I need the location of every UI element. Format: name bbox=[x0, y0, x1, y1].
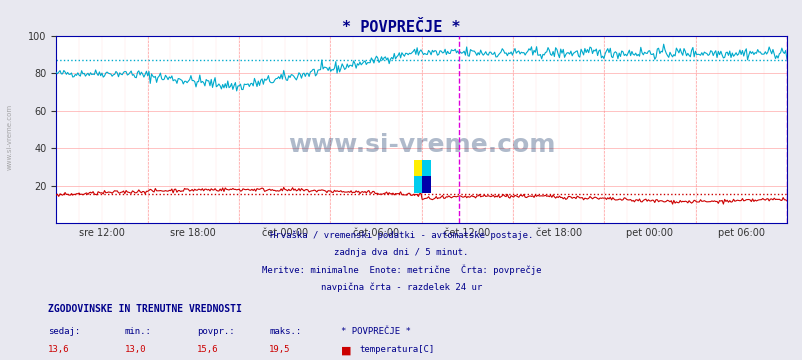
Text: sedaj:: sedaj: bbox=[48, 327, 80, 336]
Text: zadnja dva dni / 5 minut.: zadnja dva dni / 5 minut. bbox=[334, 248, 468, 257]
Bar bbox=[413, 160, 422, 176]
Text: ZGODOVINSKE IN TRENUTNE VREDNOSTI: ZGODOVINSKE IN TRENUTNE VREDNOSTI bbox=[48, 304, 241, 314]
Text: povpr.:: povpr.: bbox=[196, 327, 234, 336]
Bar bbox=[413, 176, 422, 193]
Text: navpična črta - razdelek 24 ur: navpična črta - razdelek 24 ur bbox=[321, 282, 481, 292]
Text: 19,5: 19,5 bbox=[269, 345, 290, 354]
Text: maks.:: maks.: bbox=[269, 327, 301, 336]
Text: 13,6: 13,6 bbox=[48, 345, 70, 354]
Text: 15,6: 15,6 bbox=[196, 345, 218, 354]
Text: Meritve: minimalne  Enote: metrične  Črta: povprečje: Meritve: minimalne Enote: metrične Črta:… bbox=[261, 265, 541, 275]
Text: min.:: min.: bbox=[124, 327, 151, 336]
Bar bbox=[422, 176, 431, 193]
Text: 13,0: 13,0 bbox=[124, 345, 146, 354]
Text: ■: ■ bbox=[341, 345, 351, 355]
Text: www.si-vreme.com: www.si-vreme.com bbox=[6, 104, 13, 170]
Text: * POVPREČJE *: * POVPREČJE * bbox=[342, 20, 460, 35]
Bar bbox=[422, 160, 431, 176]
Text: * POVPREČJE *: * POVPREČJE * bbox=[341, 327, 411, 336]
Text: temperatura[C]: temperatura[C] bbox=[358, 345, 434, 354]
Text: Hrvaška / vremenski podatki - avtomatske postaje.: Hrvaška / vremenski podatki - avtomatske… bbox=[269, 230, 533, 240]
Text: www.si-vreme.com: www.si-vreme.com bbox=[287, 132, 555, 157]
